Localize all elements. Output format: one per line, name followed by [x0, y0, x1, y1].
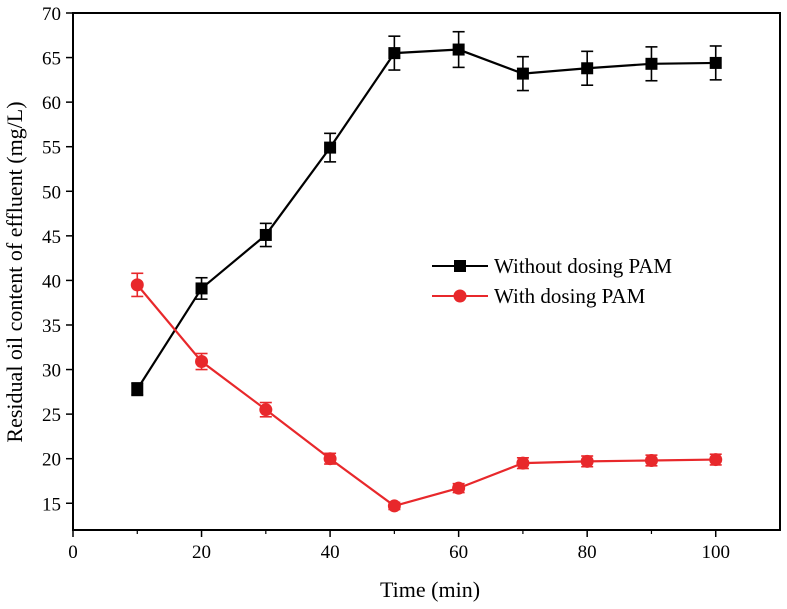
y-tick-label: 40 — [42, 271, 61, 292]
x-tick-label: 40 — [321, 542, 340, 563]
data-point — [323, 452, 337, 466]
data-point — [516, 67, 529, 80]
legend: Without dosing PAM With dosing PAM — [432, 254, 672, 308]
x-tick-label: 100 — [701, 542, 730, 563]
y-tick-label: 20 — [42, 450, 61, 471]
data-point — [709, 56, 722, 69]
data-point — [452, 481, 466, 495]
data-point — [195, 282, 208, 295]
y-tick-label: 25 — [42, 405, 61, 426]
legend-item-with-pam: With dosing PAM — [432, 284, 646, 308]
y-tick-label: 55 — [42, 138, 61, 159]
y-tick-label: 65 — [42, 49, 61, 70]
series-layer — [130, 30, 723, 513]
data-point — [259, 228, 272, 241]
data-point — [131, 383, 144, 396]
y-tick-label: 15 — [42, 494, 61, 515]
data-point — [324, 141, 337, 154]
y-tick-label: 70 — [42, 4, 61, 25]
y-axis-title: Residual oil content of effluent (mg/L) — [2, 101, 27, 442]
series-without-pam — [131, 30, 722, 397]
data-point — [452, 43, 465, 56]
data-point — [580, 454, 594, 468]
x-tick-label: 20 — [192, 542, 211, 563]
data-point — [644, 453, 658, 467]
y-tick-label: 30 — [42, 361, 61, 382]
y-tick-label: 45 — [42, 227, 61, 248]
x-tick-label: 60 — [449, 542, 468, 563]
series-line — [136, 284, 716, 508]
data-point — [259, 403, 273, 417]
y-axis-ticks: 15 20 25 30 35 40 45 50 55 60 65 70 — [42, 4, 73, 515]
series-with-pam — [130, 272, 723, 513]
y-tick-label: 50 — [42, 182, 61, 203]
legend-item-without-pam: Without dosing PAM — [432, 254, 672, 278]
y-tick-label: 60 — [42, 93, 61, 114]
data-point — [195, 355, 209, 369]
x-axis-ticks: 0 20 40 60 80 100 — [68, 530, 730, 563]
data-point — [645, 57, 658, 70]
data-point — [581, 62, 594, 75]
data-point — [130, 278, 144, 292]
y-tick-label: 35 — [42, 316, 61, 337]
data-point — [709, 453, 723, 467]
data-point — [388, 47, 401, 60]
x-tick-label: 80 — [578, 542, 597, 563]
plot-frame — [72, 12, 781, 531]
x-tick-label: 0 — [68, 542, 78, 563]
series-line — [136, 48, 716, 390]
data-point — [387, 499, 401, 513]
legend-label-with-pam: With dosing PAM — [494, 284, 646, 308]
data-point — [516, 456, 530, 470]
legend-label-without-pam: Without dosing PAM — [494, 254, 672, 278]
x-axis-title: Time (min) — [380, 577, 480, 602]
